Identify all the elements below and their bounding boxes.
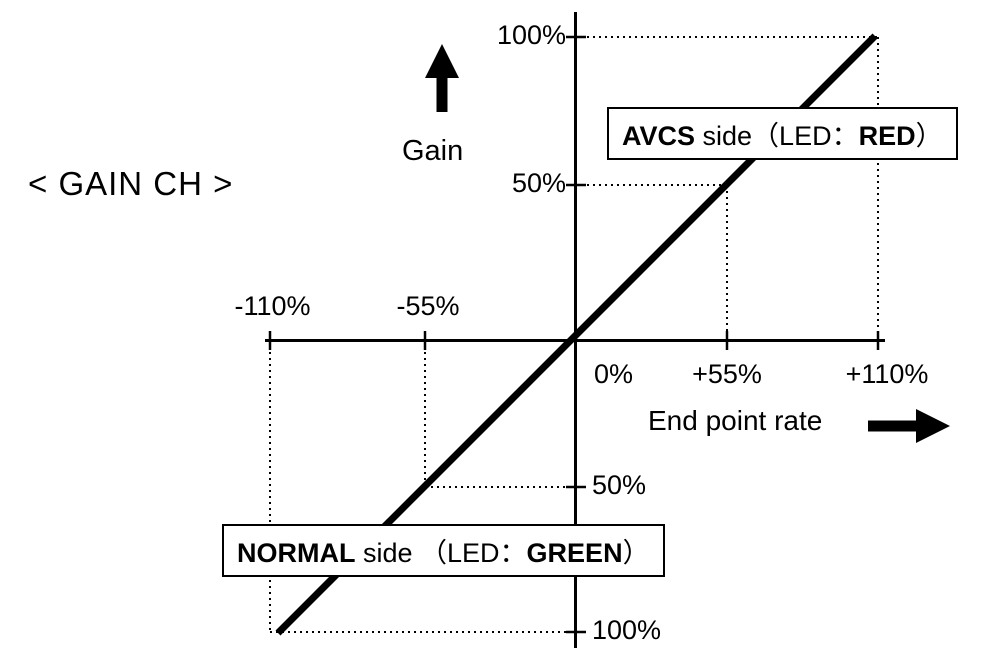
y-tick-label-100-bottom: 100%	[592, 615, 662, 645]
gain-up-arrow-icon	[425, 44, 459, 112]
endpoint-right-arrow-icon	[868, 409, 950, 443]
y-tick-label-50-bottom: 50%	[592, 470, 647, 500]
x-tick-label-pos110: +110%	[845, 359, 929, 389]
normal-close-paren: ）	[622, 538, 650, 568]
tick-marks	[268, 35, 880, 634]
avcs-led-color: RED	[858, 121, 916, 151]
y-axis-title: Gain	[402, 135, 464, 167]
x-axis-title: End point rate	[648, 405, 823, 436]
dotted-guides	[269, 36, 879, 633]
avcs-side-text: side（LED：	[695, 121, 859, 151]
normal-side-callout: NORMAL side （LED：GREEN）	[222, 524, 665, 577]
avcs-close-paren: ）	[915, 121, 943, 151]
x-tick-label-neg110: -110%	[234, 291, 311, 321]
page-title: < GAIN CH >	[28, 165, 234, 202]
y-tick-label-100-top: 100%	[496, 20, 566, 50]
y-tick-label-50-top: 50%	[511, 168, 566, 198]
normal-side-text: side （LED：	[355, 538, 527, 568]
normal-name: NORMAL	[237, 538, 356, 568]
x-tick-label-0: 0%	[594, 359, 634, 389]
avcs-side-callout: AVCS side（LED：RED）	[607, 107, 958, 160]
avcs-name: AVCS	[622, 121, 696, 151]
x-tick-label-pos55: +55%	[692, 359, 762, 389]
x-tick-label-neg55: -55%	[396, 291, 460, 321]
normal-led-color: GREEN	[526, 538, 623, 568]
